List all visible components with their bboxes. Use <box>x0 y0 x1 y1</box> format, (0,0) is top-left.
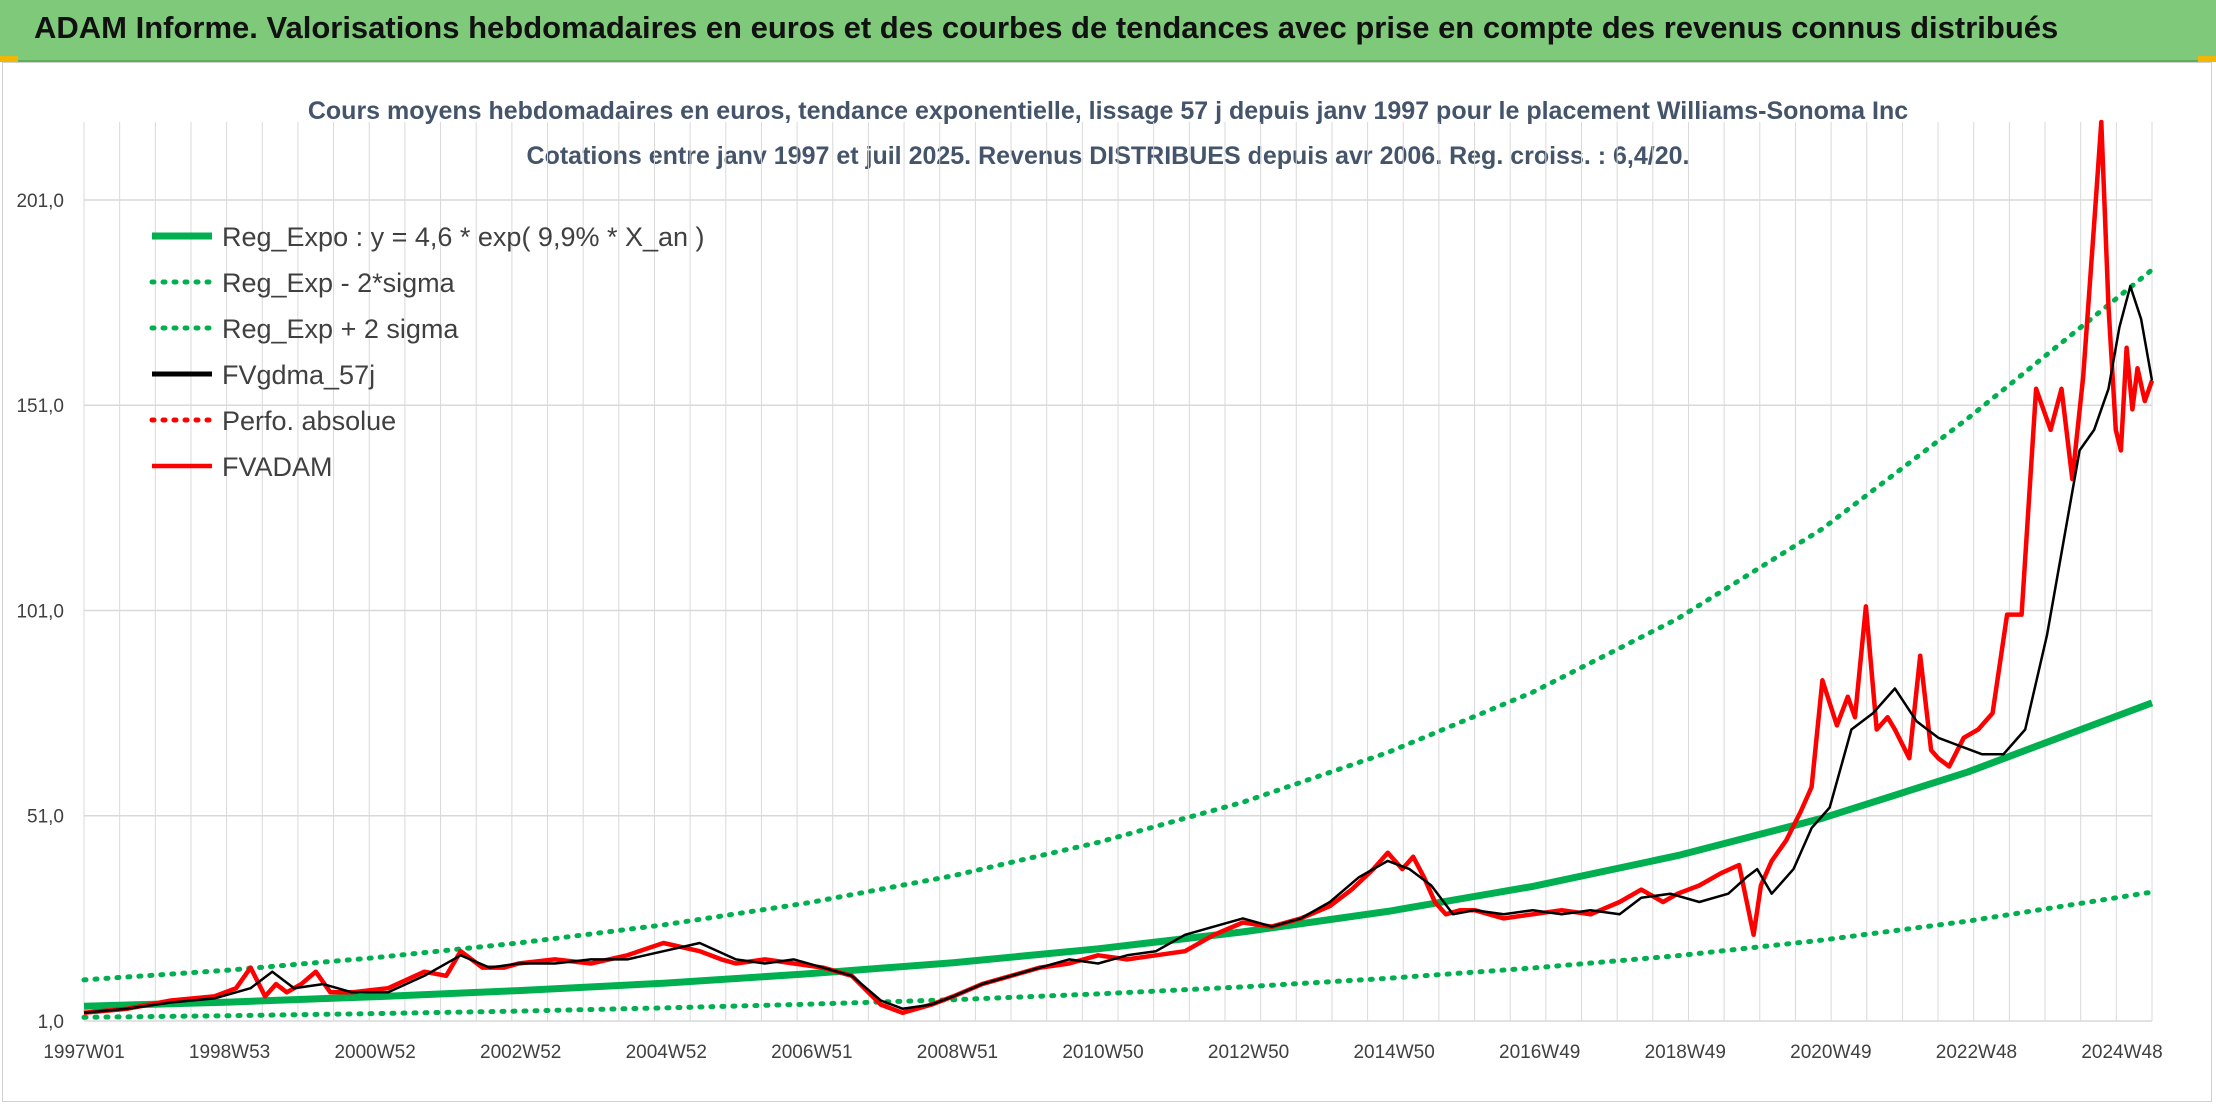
corner-accent-right <box>2198 56 2216 62</box>
banner: ADAM Informe. Valorisations hebdomadaire… <box>0 0 2216 62</box>
x-tick-label: 1998W53 <box>189 1042 270 1063</box>
y-tick-label: 101,0 <box>16 601 64 622</box>
legend-label: Reg_Exp - 2*sigma <box>222 268 456 298</box>
banner-title: ADAM Informe. Valorisations hebdomadaire… <box>34 10 2059 45</box>
corner-accent-left <box>0 56 18 62</box>
legend: Reg_Expo : y = 4,6 * exp( 9,9% * X_an ) R… <box>149 222 705 482</box>
x-tick-label: 2008W51 <box>917 1042 998 1063</box>
chart-title: Cours moyens hebdomadaires en euros, ten… <box>308 97 1908 125</box>
x-tick-label: 2006W51 <box>771 1042 852 1063</box>
x-tick-label: 2010W50 <box>1062 1042 1143 1063</box>
axis-ticks: 1,0 51,0 101,0 151,0 201,0 1997W01 1998W53 2000… <box>16 191 2162 1063</box>
x-tick-label: 2016W49 <box>1499 1042 1580 1063</box>
chart-frame <box>2 62 2212 1102</box>
series-layer <box>81 119 2155 1020</box>
legend-label: Perfo. absolue <box>222 406 396 436</box>
series-line-5 <box>83 119 2155 1016</box>
x-tick-label: 2022W48 <box>1936 1042 2017 1063</box>
chart-subtitle: Cotations entre janv 1997 et juil 2025. … <box>527 142 1690 170</box>
legend-label: FVgdma_57j <box>222 360 375 390</box>
x-tick-label: 2018W49 <box>1645 1042 1726 1063</box>
series-line-3 <box>83 284 2154 1015</box>
y-tick-label: 51,0 <box>27 807 64 828</box>
x-tick-label: 2000W52 <box>334 1042 415 1063</box>
legend-label: Reg_Expo : y = 4,6 * exp( 9,9% * X_an ) <box>222 222 705 252</box>
series-line-1 <box>81 889 2155 1020</box>
vertical-gridlines <box>83 122 2153 1021</box>
series-line-2 <box>81 267 2155 983</box>
x-tick-label: 2024W48 <box>2081 1042 2162 1063</box>
horizontal-gridlines <box>84 199 2152 1022</box>
legend-label: FVADAM <box>222 452 333 482</box>
y-tick-label: 151,0 <box>16 396 64 417</box>
x-tick-label: 2002W52 <box>480 1042 561 1063</box>
x-tick-label: 2020W49 <box>1790 1042 1871 1063</box>
x-tick-label: 1997W01 <box>43 1042 124 1063</box>
x-tick-label: 2014W50 <box>1353 1042 1434 1063</box>
x-tick-label: 2004W52 <box>626 1042 707 1063</box>
y-tick-label: 1,0 <box>38 1012 64 1033</box>
legend-label: Reg_Exp + 2 sigma <box>222 314 459 344</box>
y-tick-label: 201,0 <box>16 191 64 212</box>
series-line-0 <box>83 699 2154 1010</box>
x-tick-label: 2012W50 <box>1208 1042 1289 1063</box>
